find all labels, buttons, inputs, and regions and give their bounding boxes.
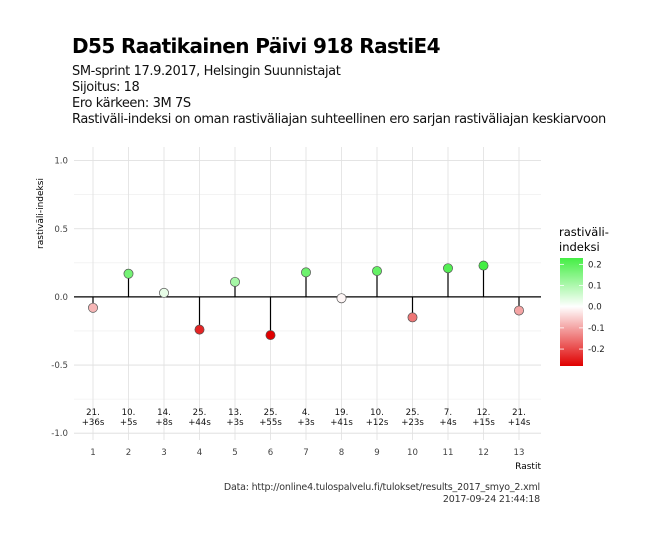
legend-tick-label: 0.2 [588,260,602,270]
point-9 [372,266,382,276]
diff-label-11: +4s [439,418,457,428]
subtitle-line-2: Sijoitus: 18 [72,80,140,95]
point-10 [407,312,418,323]
diff-label-6: +55s [259,418,282,428]
diff-label-10: +23s [401,418,424,428]
diff-label-7: +3s [297,418,315,428]
subtitle-line-3: Ero kärkeen: 3M 7S [72,96,191,111]
y-tick-label: 0.0 [54,293,68,303]
diff-label-2: +5s [120,418,138,428]
points [88,260,524,341]
point-2 [123,268,134,279]
x-tick-label: 3 [161,448,166,458]
chart-title: D55 Raatikainen Päivi 918 RastiE4 [72,34,441,58]
legend-title-line-2: indeksi [559,240,600,254]
point-7 [301,267,311,278]
point-11 [443,263,453,274]
rank-label-4: 25. [193,408,207,418]
rank-label-5: 13. [228,408,242,418]
rank-label-2: 10. [122,408,136,418]
x-tick-label: 7 [303,448,308,458]
x-tick-label: 6 [268,448,273,458]
diff-label-3: +8s [155,418,173,428]
x-tick-label: 4 [197,448,202,458]
rank-label-13: 21. [512,408,526,418]
x-axis-label: Rastit [515,462,541,472]
caption-source: Data: http://online4.tulospalvelu.fi/tul… [223,482,540,493]
legend-tick-label: -0.2 [588,345,605,355]
x-tick-label: 9 [374,448,379,458]
legend-colorbar [560,258,583,366]
y-tick-label: 0.5 [54,225,68,235]
legend-tick-label: 0.1 [588,282,602,292]
rank-label-12: 12. [477,408,491,418]
point-12 [478,260,489,271]
x-tick-label: 13 [514,448,525,458]
rank-label-6: 25. [264,408,278,418]
y-tick-label: -1.0 [51,429,68,439]
x-tick-label: 2 [126,448,131,458]
point-13 [514,305,524,316]
point-3 [159,287,169,298]
y-axis-label: rastiväli-indeksi [36,178,46,249]
subtitle-line-1: SM-sprint 17.9.2017, Helsingin Suunnista… [72,64,341,79]
diff-label-13: +14s [508,418,531,428]
point-6 [265,330,276,341]
point-8 [336,293,347,304]
x-tick-label: 1 [90,448,95,458]
rank-label-9: 10. [370,408,384,418]
diff-label-5: +3s [226,418,244,428]
x-tick-label: 5 [232,448,237,458]
x-tick-label: 10 [407,448,418,458]
x-tick-label: 12 [478,448,489,458]
point-4 [194,324,205,335]
rank-label-10: 25. [406,408,420,418]
rank-label-11: 7. [444,408,452,418]
rank-label-7: 4. [302,408,310,418]
diff-label-1: +36s [82,418,105,428]
diff-label-12: +15s [472,418,495,428]
legend-tick-label: -0.1 [588,324,605,334]
point-5 [230,276,240,287]
rank-label-8: 19. [335,408,349,418]
x-tick-label: 11 [443,448,454,458]
legend: rastiväli-indeksi 0.2 0.1 0.0 -0.1 -0.2 [559,225,609,366]
grid-lines [74,147,541,440]
y-tick-label: 1.0 [54,157,68,167]
point-1 [88,302,98,313]
legend-title-line-1: rastiväli- [559,225,609,239]
diff-label-8: +41s [330,418,353,428]
axes: -1.0-0.50.00.51.01 2 3 4 5 6 7 8 9 10 11 12 13Rastit… [36,157,541,472]
caption-timestamp: 2017-09-24 21:44:18 [442,494,540,505]
legend-tick-label: 0.0 [588,303,602,313]
diff-label-9: +12s [366,418,389,428]
diff-label-4: +44s [188,418,211,428]
rank-label-1: 21. [86,408,100,418]
subtitle-line-4: Rastiväli-indeksi on oman rastiväliajan … [72,112,606,127]
point-labels: 21.+36s10.+5s14.+8s25.+44s13.+3s25.+55s4… [82,408,531,428]
y-tick-label: -0.5 [51,361,68,371]
x-tick-label: 8 [339,448,344,458]
rank-label-3: 14. [157,408,171,418]
